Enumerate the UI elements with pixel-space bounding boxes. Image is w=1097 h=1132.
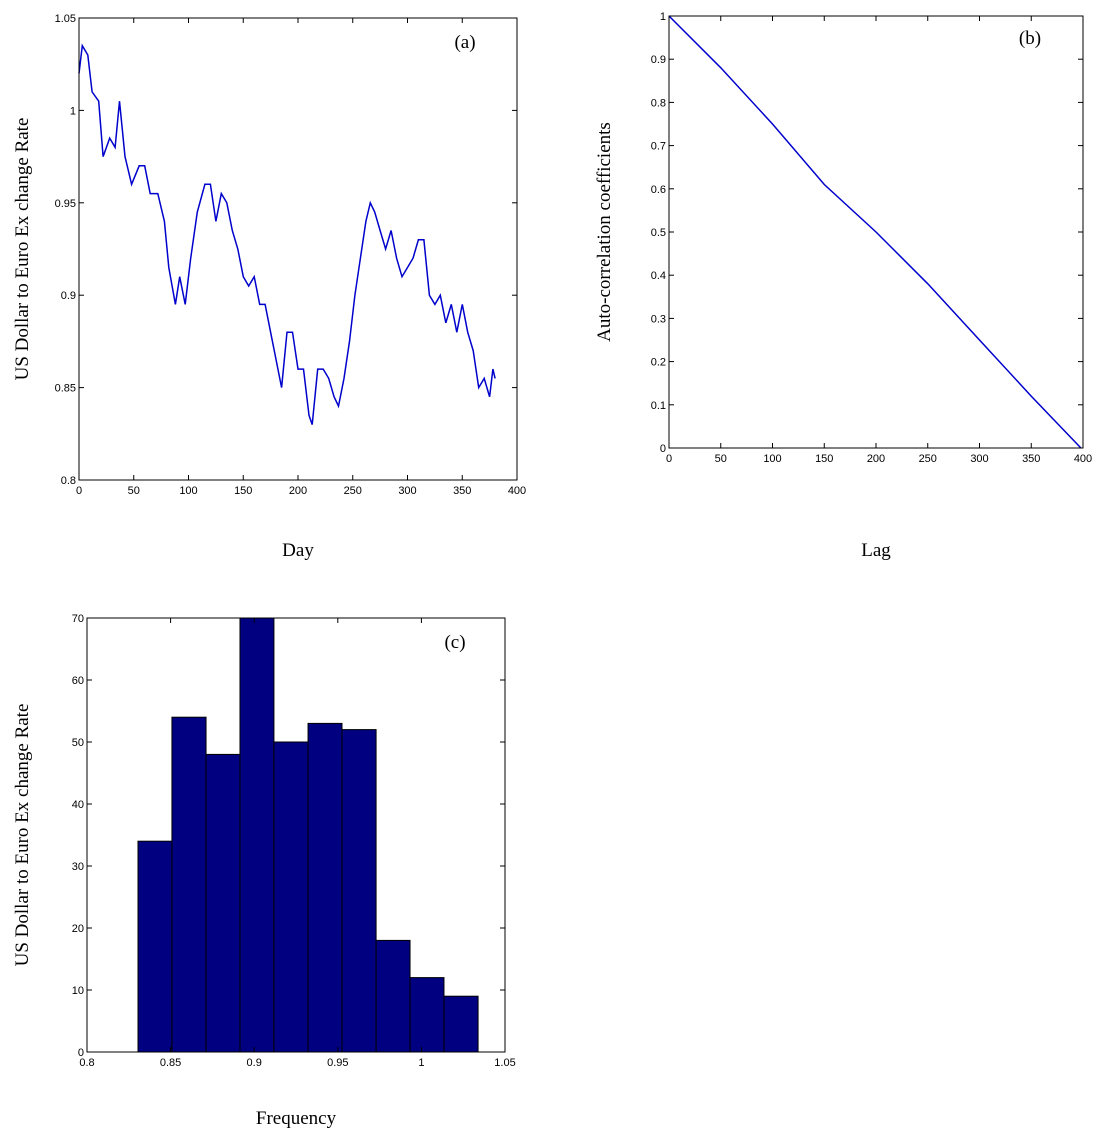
hist-bar: [409, 977, 445, 1053]
y-tick-label: 0.2: [651, 357, 666, 369]
y-tick-label: 10: [72, 985, 84, 997]
x-tick-label: 0: [666, 453, 672, 465]
y-tick-label: 0.8: [61, 475, 76, 487]
y-axis-label: US Dollar to Euro Ex change Rate: [12, 704, 33, 967]
x-tick-label: 0.8: [79, 1057, 94, 1069]
x-tick-label: 50: [128, 485, 140, 497]
y-tick-label: 0.8: [651, 97, 666, 109]
hist-bar: [443, 995, 479, 1053]
y-tick-label: 0: [660, 443, 666, 455]
data-line: [668, 15, 1082, 449]
x-tick-label: 350: [1022, 453, 1040, 465]
y-tick-label: 0.5: [651, 227, 666, 239]
x-tick-label: 250: [919, 453, 937, 465]
y-tick-label: 0.9: [651, 54, 666, 66]
x-tick-label: 400: [1074, 453, 1092, 465]
x-tick-label: 200: [289, 485, 307, 497]
hist-bar: [273, 741, 309, 1053]
hist-bar: [239, 617, 275, 1053]
x-tick-label: 300: [398, 485, 416, 497]
x-axis-label: Lag: [861, 540, 891, 561]
x-tick-label: 150: [815, 453, 833, 465]
y-tick-label: 0.95: [55, 198, 76, 210]
x-axis-label: Frequency: [256, 1108, 337, 1129]
y-tick-label: 0.7: [651, 141, 666, 153]
y-tick-label: 0: [78, 1047, 84, 1059]
x-tick-label: 350: [453, 485, 471, 497]
data-line: [78, 43, 496, 425]
x-tick-label: 150: [234, 485, 252, 497]
axes-box: [78, 17, 518, 481]
y-tick-label: 0.9: [61, 290, 76, 302]
axes-box: [86, 617, 506, 1053]
hist-bar: [375, 939, 411, 1053]
x-tick-label: 100: [179, 485, 197, 497]
x-tick-label: 50: [715, 453, 727, 465]
annotation: (b): [1019, 28, 1041, 49]
x-tick-label: 0.85: [160, 1057, 181, 1069]
y-axis-label: Auto-correlation coefficients: [594, 122, 615, 342]
x-tick-label: 200: [867, 453, 885, 465]
y-tick-label: 0.4: [651, 270, 666, 282]
y-tick-label: 20: [72, 923, 84, 935]
y-tick-label: 0.3: [651, 313, 666, 325]
y-tick-label: 0.1: [651, 400, 666, 412]
x-tick-label: 1: [418, 1057, 424, 1069]
hist-bar: [307, 722, 343, 1053]
y-tick-label: 40: [72, 799, 84, 811]
y-tick-label: 1: [660, 11, 666, 23]
x-tick-label: 300: [970, 453, 988, 465]
y-tick-label: 0.85: [55, 383, 76, 395]
x-tick-label: 0.95: [327, 1057, 348, 1069]
x-axis-label: Day: [282, 540, 314, 561]
y-tick-label: 1.05: [55, 13, 76, 25]
hist-bar: [341, 729, 377, 1053]
x-tick-label: 250: [344, 485, 362, 497]
y-tick-label: 70: [72, 613, 84, 625]
x-tick-label: 0: [76, 485, 82, 497]
annotation: (c): [444, 632, 465, 653]
hist-bar: [171, 716, 207, 1053]
x-tick-label: 100: [763, 453, 781, 465]
y-axis-label: US Dollar to Euro Ex change Rate: [12, 118, 33, 381]
hist-bar: [205, 753, 241, 1053]
y-tick-label: 0.6: [651, 184, 666, 196]
x-tick-label: 1.05: [494, 1057, 515, 1069]
x-tick-label: 0.9: [247, 1057, 262, 1069]
annotation: (a): [454, 32, 475, 53]
y-tick-label: 30: [72, 861, 84, 873]
y-tick-label: 50: [72, 737, 84, 749]
x-tick-label: 400: [508, 485, 526, 497]
y-tick-label: 60: [72, 675, 84, 687]
y-tick-label: 1: [70, 105, 76, 117]
hist-bar: [137, 840, 173, 1053]
